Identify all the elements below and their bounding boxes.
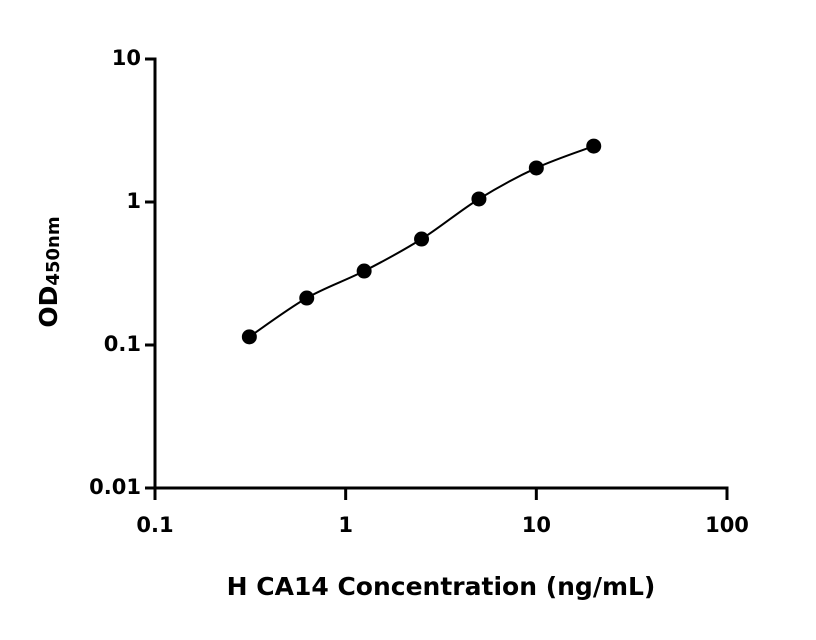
y-axis-label-main: OD bbox=[34, 286, 63, 328]
y-tick-label: 10 bbox=[112, 46, 141, 70]
y-tick-label: 0.1 bbox=[104, 332, 141, 356]
x-tick-label: 100 bbox=[705, 513, 749, 537]
x-tick-label: 1 bbox=[338, 513, 353, 537]
data-point bbox=[299, 290, 315, 306]
data-point bbox=[528, 160, 544, 176]
data-point bbox=[471, 191, 487, 207]
data-point bbox=[241, 329, 257, 345]
y-tick-label: 0.01 bbox=[89, 475, 141, 499]
x-tick-label: 0.1 bbox=[136, 513, 173, 537]
data-point bbox=[356, 263, 372, 279]
x-axis-label: H CA14 Concentration (ng/mL) bbox=[227, 572, 656, 601]
y-axis-label: OD450nm bbox=[34, 216, 64, 327]
data-point bbox=[414, 231, 430, 247]
y-axis-label-subscript: 450nm bbox=[43, 216, 64, 285]
data-point bbox=[586, 138, 602, 154]
y-tick-label: 1 bbox=[126, 189, 141, 213]
x-tick-label: 10 bbox=[522, 513, 551, 537]
